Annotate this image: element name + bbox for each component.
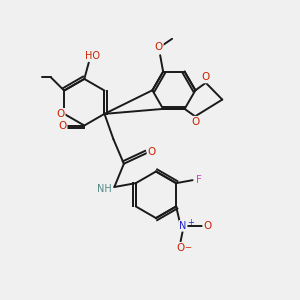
Text: −: − (184, 243, 191, 252)
Text: O: O (56, 109, 65, 119)
Text: N: N (179, 221, 187, 231)
Text: O: O (176, 243, 185, 253)
Text: HO: HO (85, 51, 100, 61)
Text: O: O (203, 221, 211, 231)
Text: O: O (202, 72, 210, 82)
Text: O: O (148, 147, 156, 157)
Text: O: O (191, 117, 199, 127)
Text: NH: NH (97, 184, 111, 194)
Text: +: + (187, 218, 194, 227)
Text: O: O (154, 42, 163, 52)
Text: O: O (58, 121, 67, 130)
Text: F: F (196, 175, 202, 185)
